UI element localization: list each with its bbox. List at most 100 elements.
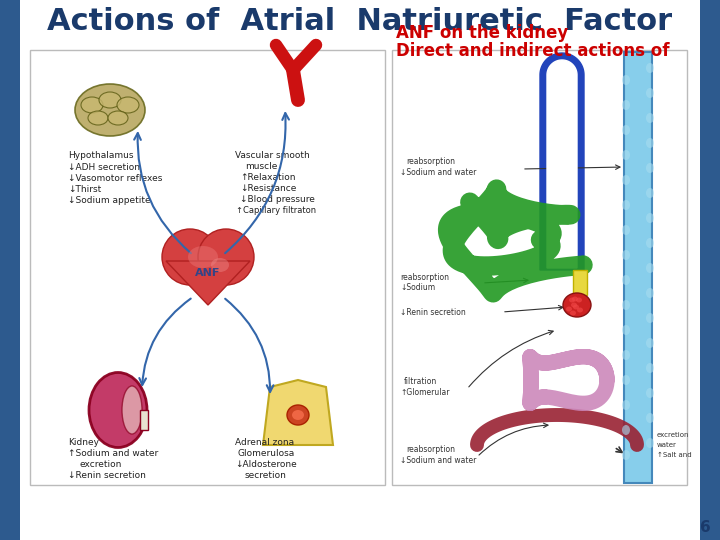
- Ellipse shape: [569, 298, 575, 302]
- Ellipse shape: [81, 97, 103, 113]
- Ellipse shape: [622, 200, 630, 210]
- Ellipse shape: [646, 163, 654, 173]
- Ellipse shape: [622, 425, 630, 435]
- Bar: [30, 50, 385, 485]
- Ellipse shape: [88, 111, 108, 125]
- Text: ↓Blood pressure: ↓Blood pressure: [240, 195, 315, 204]
- Ellipse shape: [622, 400, 630, 410]
- Text: ↓Sodium: ↓Sodium: [400, 283, 435, 292]
- Ellipse shape: [646, 63, 654, 73]
- Text: Hypothalamus: Hypothalamus: [68, 151, 133, 160]
- Ellipse shape: [646, 313, 654, 323]
- Ellipse shape: [622, 150, 630, 160]
- Ellipse shape: [89, 373, 147, 448]
- Ellipse shape: [75, 84, 145, 136]
- Ellipse shape: [622, 250, 630, 260]
- Text: ↓Sodium appetite: ↓Sodium appetite: [68, 196, 150, 205]
- Text: Kidney: Kidney: [68, 438, 99, 447]
- Ellipse shape: [122, 386, 142, 434]
- Ellipse shape: [622, 275, 630, 285]
- Circle shape: [162, 229, 218, 285]
- Ellipse shape: [576, 298, 582, 302]
- Ellipse shape: [188, 246, 218, 268]
- Polygon shape: [263, 380, 333, 445]
- Text: ↓Resistance: ↓Resistance: [240, 184, 297, 193]
- Text: ↓Thirst: ↓Thirst: [68, 185, 102, 194]
- Text: ↓Renin secretion: ↓Renin secretion: [68, 471, 146, 480]
- Ellipse shape: [622, 325, 630, 335]
- Ellipse shape: [577, 307, 583, 313]
- Text: ↓Sodium and water: ↓Sodium and water: [400, 168, 477, 177]
- Ellipse shape: [646, 113, 654, 123]
- Circle shape: [198, 229, 254, 285]
- Ellipse shape: [573, 305, 579, 309]
- Ellipse shape: [211, 258, 229, 272]
- Ellipse shape: [99, 92, 121, 108]
- Ellipse shape: [646, 263, 654, 273]
- Ellipse shape: [646, 138, 654, 148]
- Text: ↑Salt and: ↑Salt and: [657, 452, 692, 458]
- Text: ↑Capillary filtraton: ↑Capillary filtraton: [236, 206, 316, 215]
- Ellipse shape: [622, 350, 630, 360]
- Ellipse shape: [622, 75, 630, 85]
- Ellipse shape: [572, 296, 578, 301]
- Text: ↑Glomerular: ↑Glomerular: [400, 388, 449, 397]
- Ellipse shape: [566, 307, 572, 312]
- Ellipse shape: [622, 375, 630, 385]
- Text: ↓Vasomotor reflexes: ↓Vasomotor reflexes: [68, 174, 163, 183]
- Bar: [573, 270, 587, 295]
- Ellipse shape: [570, 310, 576, 315]
- Ellipse shape: [646, 238, 654, 248]
- Text: ↓Renin secretion: ↓Renin secretion: [400, 308, 466, 317]
- Ellipse shape: [563, 293, 591, 317]
- Text: muscle: muscle: [245, 162, 277, 171]
- Text: filtration: filtration: [404, 377, 437, 386]
- Ellipse shape: [646, 213, 654, 223]
- Ellipse shape: [622, 100, 630, 110]
- Text: ↓ADH secretion: ↓ADH secretion: [68, 163, 140, 172]
- Ellipse shape: [571, 302, 577, 307]
- Text: ↓Sodium and water: ↓Sodium and water: [400, 456, 477, 465]
- Ellipse shape: [646, 388, 654, 398]
- Text: ANF: ANF: [195, 268, 221, 278]
- Ellipse shape: [646, 188, 654, 198]
- Ellipse shape: [117, 97, 139, 113]
- Ellipse shape: [292, 410, 304, 420]
- Text: water: water: [657, 442, 677, 448]
- Text: reabsorption: reabsorption: [400, 273, 449, 282]
- Ellipse shape: [622, 125, 630, 135]
- Text: ANF on the kidney: ANF on the kidney: [396, 24, 568, 42]
- Ellipse shape: [622, 300, 630, 310]
- Ellipse shape: [646, 338, 654, 348]
- Text: Glomerulosa: Glomerulosa: [238, 449, 295, 458]
- Polygon shape: [547, 60, 577, 268]
- Bar: [700, 0, 720, 540]
- Ellipse shape: [646, 363, 654, 373]
- Ellipse shape: [287, 405, 309, 425]
- Text: Direct and indirect actions of: Direct and indirect actions of: [396, 42, 670, 60]
- Ellipse shape: [622, 450, 630, 460]
- Bar: [624, 52, 652, 483]
- Bar: [0, 0, 20, 540]
- Bar: [392, 50, 687, 485]
- Bar: [140, 410, 148, 430]
- Text: excretion: excretion: [80, 460, 122, 469]
- Polygon shape: [166, 261, 250, 305]
- Text: ↓Aldosterone: ↓Aldosterone: [235, 460, 297, 469]
- Ellipse shape: [108, 111, 128, 125]
- Polygon shape: [540, 53, 584, 270]
- Text: Vascular smooth: Vascular smooth: [235, 151, 310, 160]
- Text: 6: 6: [700, 521, 711, 536]
- Ellipse shape: [646, 413, 654, 423]
- Ellipse shape: [646, 288, 654, 298]
- Text: excretion: excretion: [657, 432, 690, 438]
- Text: reabsorption: reabsorption: [406, 445, 455, 454]
- Ellipse shape: [646, 88, 654, 98]
- Ellipse shape: [622, 225, 630, 235]
- Ellipse shape: [646, 438, 654, 448]
- Text: ↑Relaxation: ↑Relaxation: [240, 173, 295, 182]
- Ellipse shape: [622, 175, 630, 185]
- Text: secretion: secretion: [245, 471, 287, 480]
- Text: Adrenal zona: Adrenal zona: [235, 438, 294, 447]
- Text: ↑Sodium and water: ↑Sodium and water: [68, 449, 158, 458]
